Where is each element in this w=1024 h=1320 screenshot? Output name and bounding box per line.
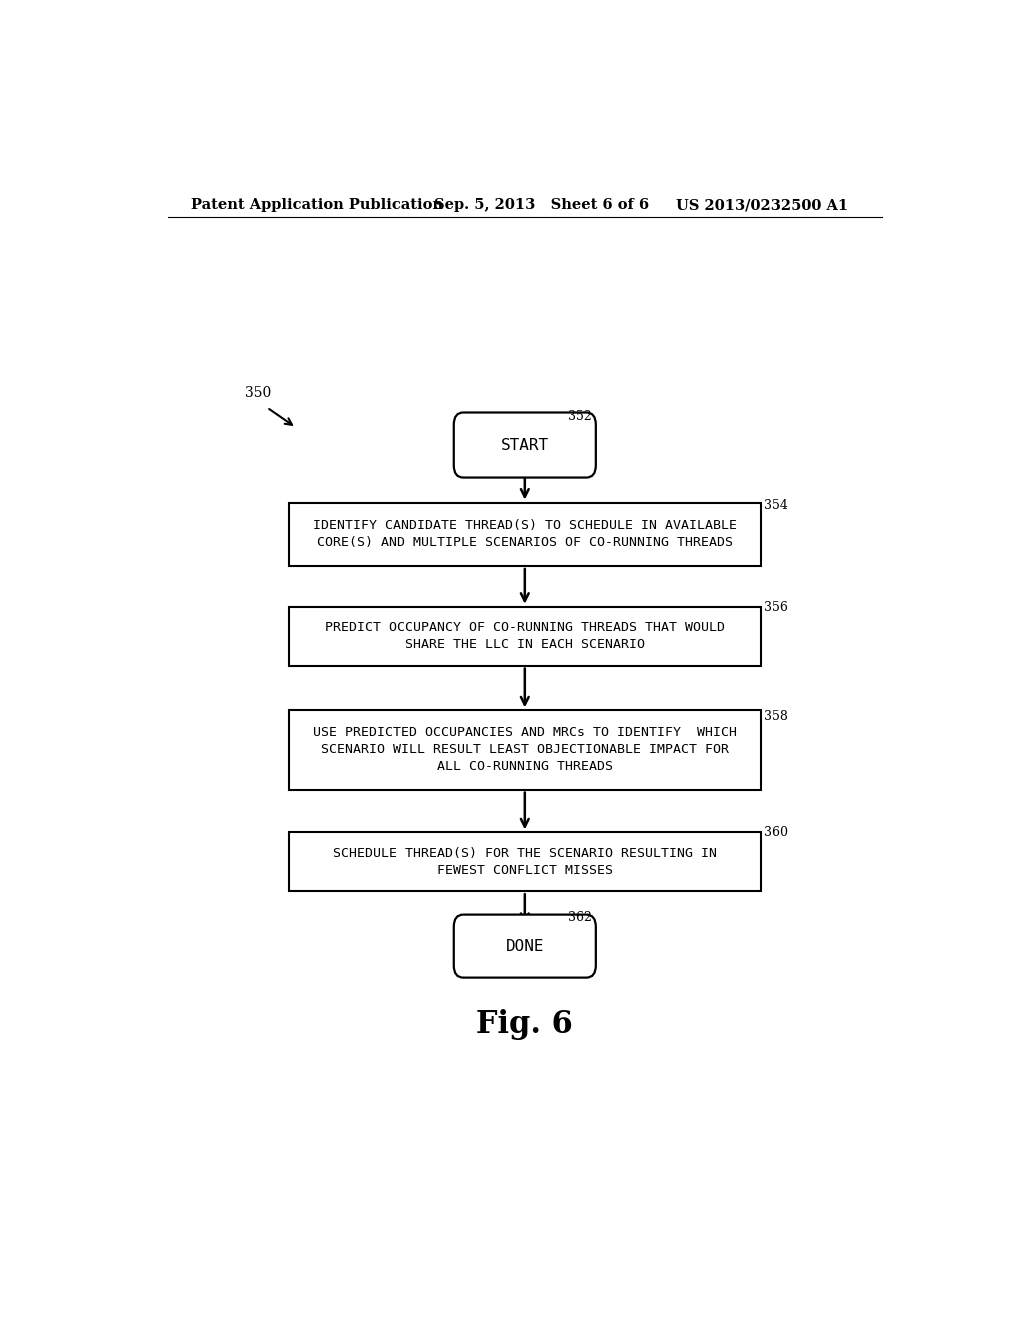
Text: USE PREDICTED OCCUPANCIES AND MRCs TO IDENTIFY  WHICH
SCENARIO WILL RESULT LEAST: USE PREDICTED OCCUPANCIES AND MRCs TO ID… — [312, 726, 737, 774]
Text: Patent Application Publication: Patent Application Publication — [191, 198, 443, 213]
Text: SCHEDULE THREAD(S) FOR THE SCENARIO RESULTING IN
FEWEST CONFLICT MISSES: SCHEDULE THREAD(S) FOR THE SCENARIO RESU… — [333, 846, 717, 876]
Text: 356: 356 — [765, 601, 788, 614]
Text: DONE: DONE — [506, 939, 544, 953]
Text: 358: 358 — [765, 710, 788, 722]
Text: 350: 350 — [246, 387, 271, 400]
FancyBboxPatch shape — [454, 915, 596, 978]
Text: US 2013/0232500 A1: US 2013/0232500 A1 — [676, 198, 848, 213]
Text: 360: 360 — [765, 826, 788, 840]
Text: 352: 352 — [568, 409, 592, 422]
FancyBboxPatch shape — [289, 503, 761, 566]
Text: Fig. 6: Fig. 6 — [476, 1008, 573, 1040]
Text: 362: 362 — [568, 911, 592, 924]
FancyBboxPatch shape — [289, 607, 761, 665]
FancyBboxPatch shape — [289, 833, 761, 891]
Text: START: START — [501, 437, 549, 453]
Text: Sep. 5, 2013   Sheet 6 of 6: Sep. 5, 2013 Sheet 6 of 6 — [433, 198, 648, 213]
Text: 354: 354 — [765, 499, 788, 512]
FancyBboxPatch shape — [454, 412, 596, 478]
Text: IDENTIFY CANDIDATE THREAD(S) TO SCHEDULE IN AVAILABLE
CORE(S) AND MULTIPLE SCENA: IDENTIFY CANDIDATE THREAD(S) TO SCHEDULE… — [312, 520, 737, 549]
Text: PREDICT OCCUPANCY OF CO-RUNNING THREADS THAT WOULD
SHARE THE LLC IN EACH SCENARI: PREDICT OCCUPANCY OF CO-RUNNING THREADS … — [325, 622, 725, 651]
FancyBboxPatch shape — [289, 710, 761, 789]
